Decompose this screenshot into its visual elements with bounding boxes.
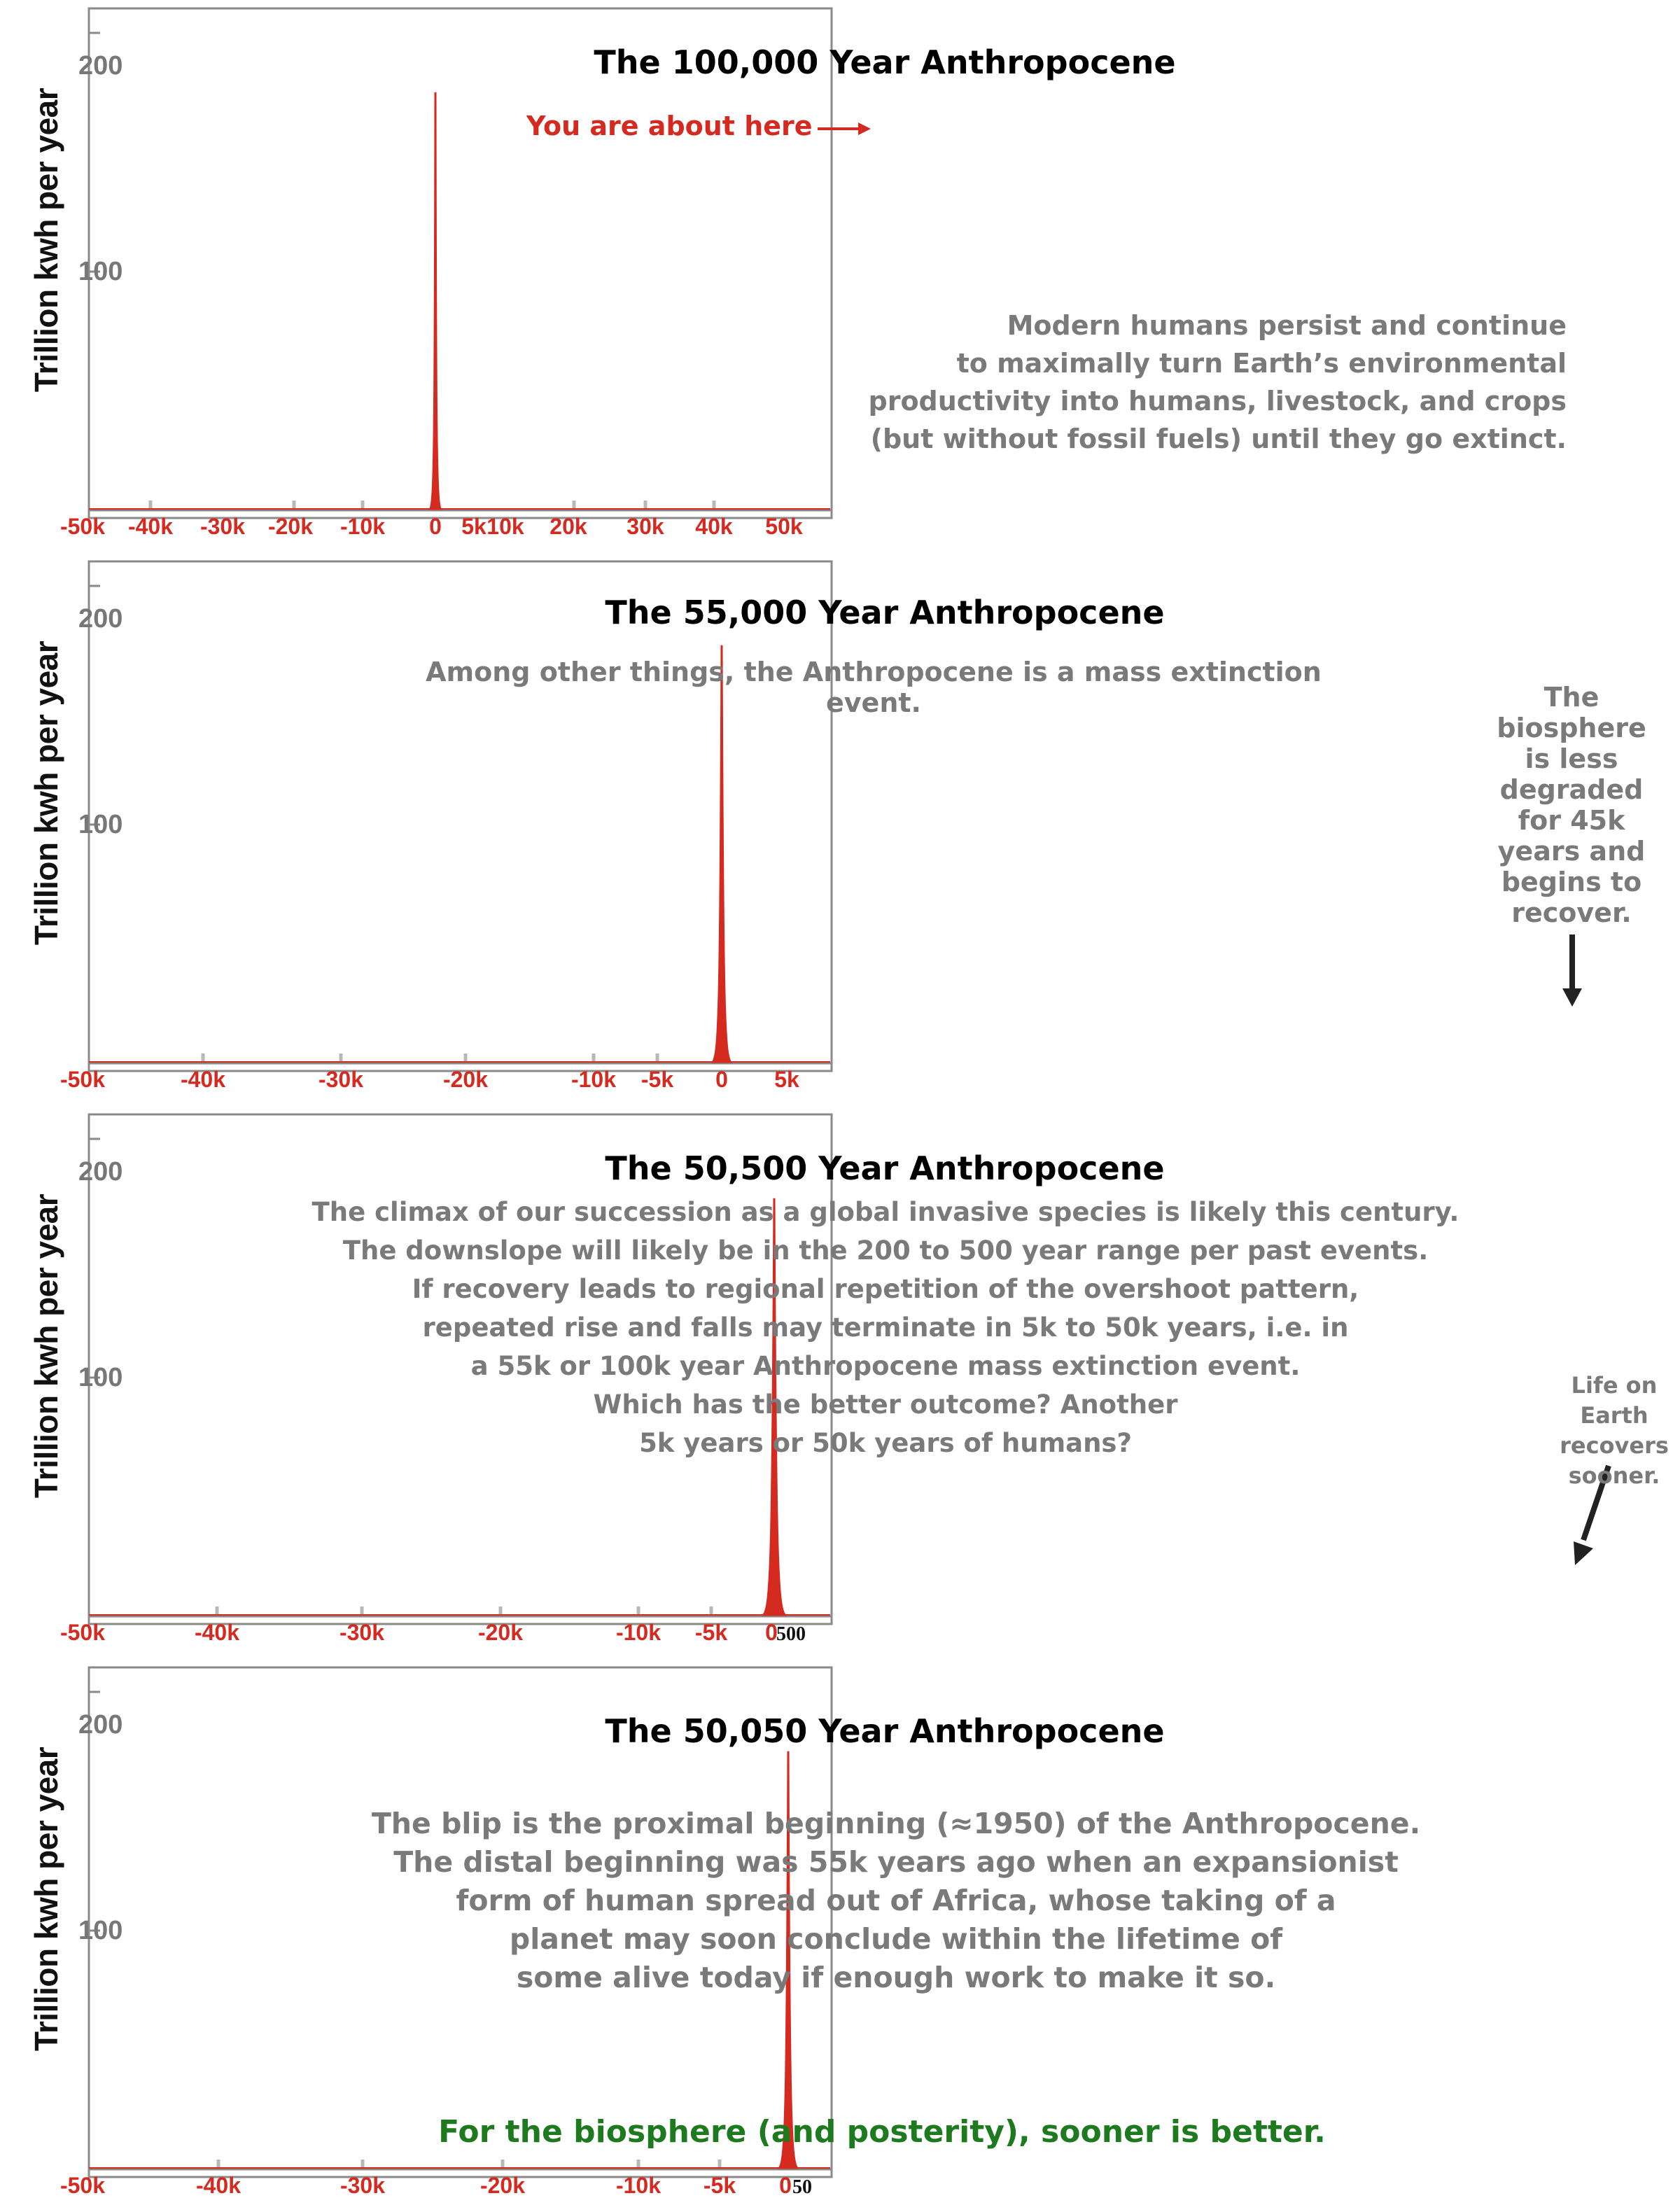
x-tick-label: 10k xyxy=(486,514,524,539)
peak-area xyxy=(710,645,733,1063)
plot-frame xyxy=(88,560,833,1072)
side-note-text: Life on Earth recovers sooner. xyxy=(1560,1372,1669,1489)
plot-frame xyxy=(88,1113,833,1625)
x-tick-label: -40k xyxy=(181,1067,225,1092)
conclusion-text: For the biosphere (and posterity), soone… xyxy=(438,2114,1326,2150)
y-tick-200: 200 xyxy=(78,604,123,634)
chart-panel-2: -50k -40k -30k -20k -10k -5k 0 5k Trillion kwh … xyxy=(0,553,1680,1106)
chart-panel-4: -50k -40k -30k -20k -10k -5k 0 50 Trillion kwh … xyxy=(0,1659,1680,2212)
chart-title: The 100,000 Year Anthropocene xyxy=(594,43,1176,81)
x-tick-label: -30k xyxy=(340,1620,384,1645)
y-tick-100: 100 xyxy=(78,810,123,839)
sooner-arrow xyxy=(1581,1464,1611,1541)
x-tick-label: -20k xyxy=(443,1067,488,1092)
x-tick-label: -10k xyxy=(616,1620,661,1645)
x-tick-label: -40k xyxy=(195,1620,239,1645)
x-tick-label: -30k xyxy=(200,514,245,539)
x-tick-label: -30k xyxy=(318,1067,363,1092)
chart-panel-3: -50k -40k -30k -20k -10k -5k 0 500 Trillion kwh… xyxy=(0,1106,1680,1659)
sooner-arrow-head xyxy=(1574,1541,1593,1565)
annotation-text: Modern humans persist and continue to ma… xyxy=(868,310,1567,454)
x-tick-label: -50k xyxy=(60,2173,105,2198)
chart-title: The 55,000 Year Anthropocene xyxy=(605,594,1165,631)
x-tick-label: 5k xyxy=(461,514,486,539)
chart-4-plot: -50k -40k -30k -20k -10k -5k 0 50 xyxy=(60,1666,833,2198)
x-tick-label: -5k xyxy=(704,2173,736,2198)
x-tick-label: -10k xyxy=(616,2173,661,2198)
x-tick-label: -40k xyxy=(128,514,173,539)
x-tick-label: 50k xyxy=(765,514,803,539)
x-tick-label: -50k xyxy=(60,514,105,539)
x-tick-label: 50 xyxy=(792,2176,812,2198)
x-tick-label: 40k xyxy=(695,514,733,539)
here-arrow-head xyxy=(858,122,871,135)
x-tick-label: -10k xyxy=(340,514,385,539)
plot-frame xyxy=(88,1666,833,2178)
x-tick-label: 0 xyxy=(779,2173,792,2198)
x-tick-label: -5k xyxy=(695,1620,727,1645)
chart-title: The 50,500 Year Anthropocene xyxy=(605,1149,1165,1187)
chart-panel-1: -50k -40k -30k -20k -10k 0 5k 10k 20k 30k 40k 50k T… xyxy=(0,0,1680,553)
y-tick-200: 200 xyxy=(78,1157,123,1186)
y-tick-100: 100 xyxy=(78,1363,123,1392)
here-label: You are about here xyxy=(526,111,813,141)
x-tick-label: -50k xyxy=(60,1067,105,1092)
x-tick-label: -50k xyxy=(60,1620,105,1645)
x-tick-label: 0 xyxy=(715,1067,728,1092)
chart-1-plot: -50k -40k -30k -20k -10k 0 5k 10k 20k 30k 40k 50k xyxy=(60,7,871,539)
annotation-text: The biosphere is less degraded for 45k y… xyxy=(1497,682,1646,928)
annotation-text: The climax of our succession as a global… xyxy=(312,1197,1460,1458)
x-tick-label: 0 xyxy=(765,1620,778,1645)
subtitle-text: Among other things, the Anthropocene is … xyxy=(426,657,1322,718)
x-tick-label: -10k xyxy=(571,1067,616,1092)
x-tick-label: 20k xyxy=(550,514,587,539)
x-tick-label: 500 xyxy=(776,1623,806,1645)
recover-arrow-head xyxy=(1562,988,1582,1007)
chart-title: The 50,050 Year Anthropocene xyxy=(605,1712,1165,1750)
x-tick-label: -20k xyxy=(478,1620,523,1645)
peak-area xyxy=(777,1751,799,2169)
x-tick-label: 5k xyxy=(774,1067,799,1092)
x-tick-label: -5k xyxy=(641,1067,673,1092)
x-tick-label: -40k xyxy=(196,2173,241,2198)
annotation-text: The blip is the proximal beginning (≈195… xyxy=(371,1807,1421,1994)
x-tick-label: 30k xyxy=(626,514,664,539)
x-tick-label: 0 xyxy=(429,514,442,539)
x-tick-label: -30k xyxy=(340,2173,385,2198)
y-tick-100: 100 xyxy=(78,1916,123,1945)
y-tick-200: 200 xyxy=(78,1710,123,1740)
y-tick-100: 100 xyxy=(78,257,123,286)
x-tick-label: -20k xyxy=(268,514,313,539)
peak-area xyxy=(761,1198,788,1616)
plot-frame xyxy=(88,7,833,519)
peak-area xyxy=(428,92,443,510)
y-tick-200: 200 xyxy=(78,51,123,80)
x-tick-label: -20k xyxy=(480,2173,525,2198)
chart-2-plot: -50k -40k -30k -20k -10k -5k 0 5k xyxy=(60,560,1582,1092)
